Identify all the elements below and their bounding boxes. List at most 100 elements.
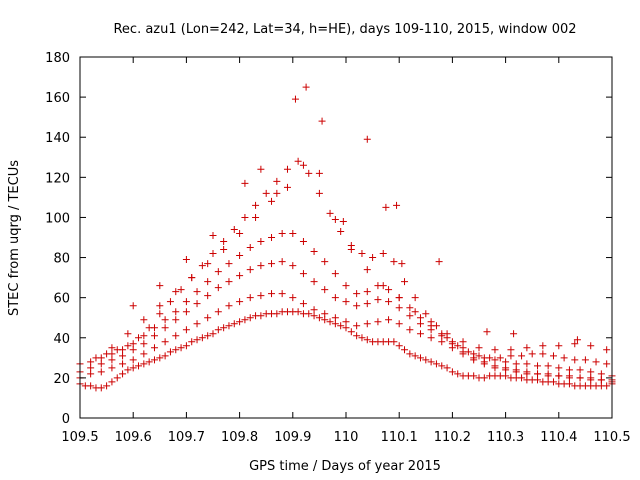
data-point: [411, 352, 419, 360]
data-point: [182, 298, 190, 306]
data-point: [182, 256, 190, 264]
data-point: [278, 229, 286, 237]
data-point: [496, 354, 504, 362]
data-point: [507, 346, 515, 354]
data-point: [406, 326, 414, 334]
data-point: [549, 378, 557, 386]
data-point: [166, 298, 174, 306]
y-axis-label: STEC from uqrg / TECUs: [7, 160, 22, 316]
data-point: [129, 364, 137, 372]
data-point: [603, 382, 611, 390]
data-point: [113, 346, 121, 354]
data-point: [416, 354, 424, 362]
data-point: [252, 201, 260, 209]
data-point: [119, 360, 127, 368]
data-point: [603, 360, 611, 368]
data-point: [363, 336, 371, 344]
data-point: [310, 306, 318, 314]
data-point: [483, 328, 491, 336]
data-point: [544, 370, 552, 378]
data-point: [321, 310, 329, 318]
chart-title: Rec. azu1 (Lon=242, Lat=34, h=HE), days …: [113, 22, 576, 37]
data-point: [172, 316, 180, 324]
data-point: [528, 350, 536, 358]
data-point: [427, 334, 435, 342]
data-point: [214, 308, 222, 316]
data-point: [432, 360, 440, 368]
data-point: [135, 334, 143, 342]
data-point: [315, 189, 323, 197]
data-point: [140, 340, 148, 348]
data-point: [491, 362, 499, 370]
data-point: [331, 215, 339, 223]
data-point: [518, 352, 526, 360]
data-point: [299, 238, 307, 246]
data-point: [459, 338, 467, 346]
data-point: [220, 238, 228, 246]
data-point: [510, 330, 518, 338]
data-point: [193, 336, 201, 344]
data-point: [236, 298, 244, 306]
data-point: [382, 203, 390, 211]
data-point: [172, 332, 180, 340]
y-tick-label: 0: [62, 412, 70, 427]
data-point: [87, 358, 95, 366]
data-point: [140, 350, 148, 358]
data-point: [342, 324, 350, 332]
data-point: [140, 360, 148, 368]
data-point: [129, 302, 137, 310]
data-point: [108, 356, 116, 364]
data-point: [236, 318, 244, 326]
data-point: [236, 272, 244, 280]
data-point: [182, 326, 190, 334]
data-point: [475, 352, 483, 360]
data-point: [103, 382, 111, 390]
data-point: [273, 177, 281, 185]
data-point: [289, 229, 297, 237]
data-point: [512, 360, 520, 368]
data-point: [294, 308, 302, 316]
data-point: [347, 328, 355, 336]
data-point: [204, 292, 212, 300]
data-point: [305, 310, 313, 318]
data-point: [145, 358, 153, 366]
data-point: [119, 370, 127, 378]
data-point: [315, 169, 323, 177]
data-point: [406, 350, 414, 358]
data-point: [395, 320, 403, 328]
data-point: [480, 374, 488, 382]
data-point: [390, 258, 398, 266]
data-point: [124, 330, 132, 338]
data-point: [416, 320, 424, 328]
data-point: [448, 338, 456, 346]
x-tick-label: 109.7: [168, 430, 205, 445]
data-point: [374, 296, 382, 304]
data-point: [353, 332, 361, 340]
data-point: [555, 364, 563, 372]
data-point: [135, 362, 143, 370]
data-point: [225, 260, 233, 268]
data-point: [204, 314, 212, 322]
data-point: [427, 358, 435, 366]
data-point: [438, 362, 446, 370]
data-point: [363, 135, 371, 143]
data-point: [310, 278, 318, 286]
data-point: [342, 298, 350, 306]
data-point: [347, 246, 355, 254]
data-point: [353, 290, 361, 298]
data-point: [491, 346, 499, 354]
data-point: [342, 318, 350, 326]
data-point: [103, 350, 111, 358]
data-point: [454, 370, 462, 378]
data-point: [225, 322, 233, 330]
data-point: [252, 213, 260, 221]
data-point: [108, 344, 116, 352]
data-point: [193, 320, 201, 328]
data-point: [108, 378, 116, 386]
data-point: [395, 342, 403, 350]
data-point: [156, 310, 164, 318]
data-point: [587, 374, 595, 382]
y-tick-label: 120: [45, 171, 70, 186]
data-point: [230, 225, 238, 233]
data-point: [209, 330, 217, 338]
